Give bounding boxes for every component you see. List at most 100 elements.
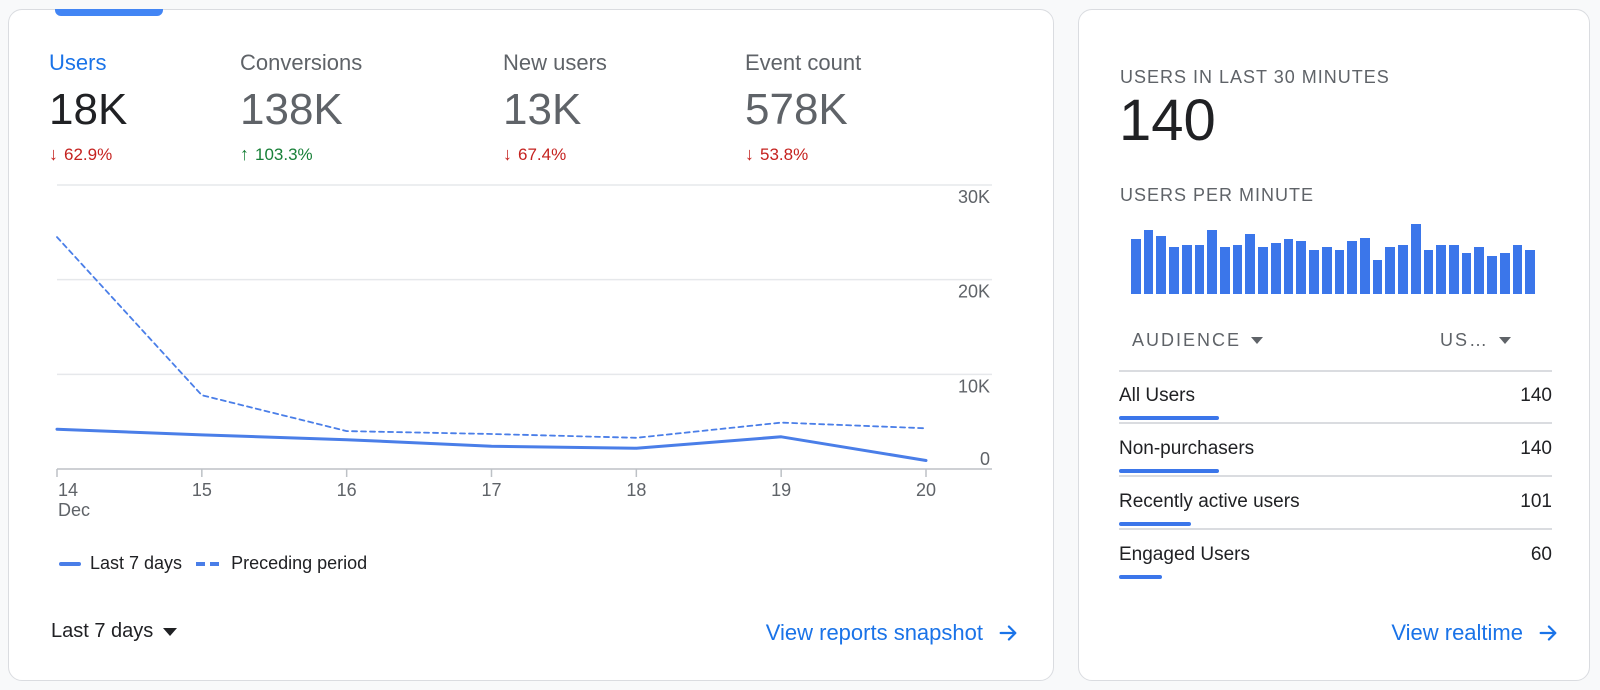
minute-bar <box>1512 244 1523 294</box>
audience-name: All Users <box>1119 385 1196 406</box>
metric-delta: ↓ 53.8% <box>745 144 861 165</box>
arrow-down-icon: ↓ <box>745 144 754 164</box>
audience-name: Non-purchasers <box>1119 438 1255 459</box>
arrow-right-icon <box>1539 625 1557 641</box>
view-realtime-link[interactable]: View realtime <box>1391 620 1559 646</box>
minute-bar <box>1169 247 1179 294</box>
audience-value: 140 <box>1520 438 1552 459</box>
minute-bar <box>1423 249 1434 294</box>
metric-value: 138K <box>240 85 343 134</box>
metric-tab-users[interactable]: Users 18K ↓ 62.9% <box>49 50 127 165</box>
users-per-minute-label: USERS PER MINUTE <box>1120 185 1315 205</box>
minute-bar <box>1334 249 1345 294</box>
audience-dropdown[interactable]: AUDIENCE <box>1132 330 1264 351</box>
series-line-preceding-period <box>56 236 927 439</box>
realtime-users-value: 140 <box>1119 88 1216 153</box>
legend-dashed-swatch <box>196 561 223 566</box>
metric-label: Event count <box>745 50 862 75</box>
view-reports-snapshot-link[interactable]: View reports snapshot <box>766 620 1019 646</box>
metric-delta-value: 67.4% <box>518 144 567 164</box>
minute-bar <box>1385 247 1396 294</box>
minute-bar <box>1309 249 1319 294</box>
minute-bar <box>1245 234 1256 294</box>
metric-delta-value: 53.8% <box>760 144 809 164</box>
realtime-title: USERS IN LAST 30 MINUTES <box>1120 67 1390 87</box>
minute-bar <box>1372 259 1383 294</box>
metric-tab-conversions[interactable]: Conversions 138K ↑ 103.3% <box>240 50 362 165</box>
realtime-card: USERS IN LAST 30 MINUTES 140 USERS PER M… <box>1078 9 1590 681</box>
legend-item-current: Last 7 days <box>59 553 182 574</box>
overview-card: Users 18K ↓ 62.9% Conversions 138K ↑ 103… <box>8 9 1054 681</box>
users-per-minute-chart <box>1131 216 1535 294</box>
metric-dropdown[interactable]: US… <box>1440 330 1512 351</box>
minute-bar <box>1321 247 1332 294</box>
audience-share-bar <box>1119 575 1162 579</box>
x-tick-label: 15 <box>192 480 212 500</box>
minute-bar <box>1347 241 1357 294</box>
view-reports-snapshot-label: View reports snapshot <box>765 620 983 645</box>
minute-bar <box>1181 244 1192 294</box>
metric-tab-new-users[interactable]: New users 13K ↓ 67.4% <box>503 50 607 165</box>
date-range-label: Last 7 days <box>51 620 154 642</box>
minute-bar <box>1156 235 1167 294</box>
minute-bar <box>1131 238 1141 294</box>
arrow-down-icon: ↓ <box>503 144 512 164</box>
x-tick-label: 17 <box>481 480 501 500</box>
metric-delta: ↓ 62.9% <box>49 144 127 165</box>
date-range-dropdown[interactable]: Last 7 days <box>51 620 178 643</box>
minute-bar <box>1194 244 1205 294</box>
minute-bar <box>1499 253 1510 294</box>
arrow-up-icon: ↑ <box>240 144 249 164</box>
users-line-chart: 30K 20K 10K 0 14 15 16 17 18 19 20 Dec <box>55 184 992 520</box>
minute-bar <box>1258 247 1268 294</box>
arrow-right-icon <box>999 625 1017 641</box>
minute-bar <box>1220 247 1230 294</box>
y-tick-label: 10K <box>958 376 990 396</box>
series-line-last-7-days <box>55 427 928 462</box>
caret-down-icon <box>163 627 178 636</box>
minute-bar <box>1143 229 1154 294</box>
legend-item-previous: Preceding period <box>196 553 367 574</box>
audience-row[interactable]: Non-purchasers 140 <box>1119 425 1552 477</box>
metric-label: New users <box>503 50 607 75</box>
metric-delta-value: 103.3% <box>255 144 313 164</box>
minute-bar <box>1270 242 1281 294</box>
caret-down-icon <box>1499 337 1512 344</box>
audience-row[interactable]: Recently active users 101 <box>1119 478 1552 530</box>
minute-bar <box>1410 224 1421 294</box>
metric-tab-event-count[interactable]: Event count 578K ↓ 53.8% <box>745 50 861 165</box>
audience-name: Engaged Users <box>1119 544 1250 565</box>
minute-bar <box>1232 244 1243 294</box>
x-tick-label: 14 <box>58 480 78 500</box>
minute-bar <box>1461 253 1472 294</box>
view-realtime-label: View realtime <box>1391 620 1523 645</box>
table-divider <box>1119 370 1552 372</box>
audience-row[interactable]: Engaged Users 60 <box>1119 531 1552 583</box>
audience-row[interactable]: All Users 140 <box>1119 372 1552 424</box>
arrow-down-icon: ↓ <box>49 144 58 164</box>
metric-delta-value: 62.9% <box>64 144 113 164</box>
x-tick-label: 16 <box>337 480 357 500</box>
minute-bar <box>1398 244 1408 294</box>
y-tick-label: 20K <box>958 282 990 302</box>
x-month-label: Dec <box>58 500 90 520</box>
metric-label: Conversions <box>240 50 363 75</box>
minute-bar <box>1207 229 1218 294</box>
legend-solid-swatch <box>59 561 81 566</box>
legend-previous-label: Preceding period <box>231 553 368 573</box>
metric-value: 578K <box>745 85 848 134</box>
audience-dropdown-label: AUDIENCE <box>1132 330 1242 350</box>
metric-delta: ↑ 103.3% <box>240 144 362 165</box>
audience-value: 140 <box>1520 385 1552 406</box>
minute-bar <box>1359 237 1370 294</box>
audience-share-bar <box>1119 416 1219 420</box>
minute-bar <box>1296 241 1307 294</box>
x-tick-label: 20 <box>916 480 936 500</box>
audience-value: 101 <box>1520 491 1552 512</box>
audience-value: 60 <box>1530 544 1552 565</box>
caret-down-icon <box>1251 337 1264 344</box>
x-tick-label: 19 <box>771 480 791 500</box>
active-tab-indicator <box>55 9 163 16</box>
minute-bar <box>1474 247 1485 294</box>
minute-bar <box>1436 244 1446 294</box>
